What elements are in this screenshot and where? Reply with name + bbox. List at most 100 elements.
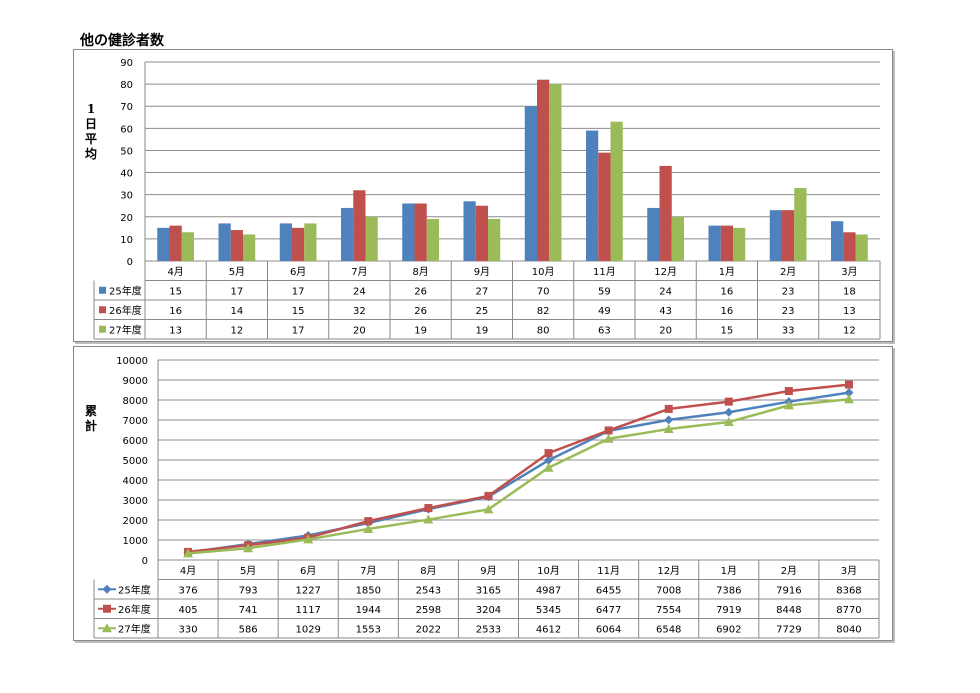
- category-label: 10月: [537, 565, 560, 577]
- line-chart-ylabel: 累計: [84, 404, 97, 433]
- y-tick-label: 80: [120, 80, 133, 91]
- data-table-value: 43: [659, 306, 672, 317]
- series-line: [187, 383, 850, 554]
- data-table-value: 7916: [776, 585, 801, 596]
- data-point: [243, 543, 254, 553]
- category-label: 5月: [229, 266, 245, 278]
- data-point: [484, 491, 493, 500]
- data-table-value: 793: [239, 585, 258, 596]
- legend-marker: [103, 604, 111, 613]
- data-table-value: 8368: [836, 585, 861, 596]
- data-table-value: 24: [659, 286, 672, 297]
- category-label: 6月: [300, 565, 316, 577]
- legend-label: 25年度: [109, 284, 142, 297]
- data-table-value: 14: [231, 306, 244, 317]
- data-table-value: 80: [537, 325, 550, 336]
- data-table-value: 13: [169, 325, 182, 336]
- data-table-value: 3204: [476, 605, 501, 616]
- data-table-value: 330: [178, 624, 197, 635]
- data-table-value: 23: [782, 286, 795, 297]
- data-table-value: 15: [169, 286, 182, 297]
- bar: [169, 225, 182, 261]
- data-table-value: 23: [782, 306, 795, 317]
- data-table-value: 7919: [716, 605, 741, 616]
- category-label: 11月: [597, 565, 620, 577]
- data-table-value: 1117: [295, 605, 320, 616]
- data-table-value: 26: [414, 306, 427, 317]
- data-table-value: 13: [843, 306, 856, 317]
- data-point: [544, 449, 553, 458]
- category-label: 2月: [781, 565, 797, 577]
- data-table-value: 16: [721, 286, 734, 297]
- data-table-value: 1850: [356, 585, 381, 596]
- data-table-value: 4612: [536, 624, 561, 635]
- data-point: [783, 400, 794, 410]
- data-table-value: 17: [292, 325, 305, 336]
- category-label: 10月: [532, 266, 555, 278]
- data-table-value: 8040: [836, 624, 861, 635]
- bar: [659, 165, 672, 261]
- data-point: [664, 415, 674, 425]
- data-table-value: 20: [353, 325, 366, 336]
- y-tick-label: 4000: [123, 476, 148, 487]
- data-table-value: 7554: [656, 605, 681, 616]
- line-chart-panel: [73, 346, 893, 641]
- data-table-value: 18: [843, 286, 856, 297]
- category-label: 12月: [654, 266, 677, 278]
- category-label: 3月: [841, 565, 857, 577]
- data-table-value: 1029: [295, 624, 320, 635]
- data-table-value: 2543: [416, 585, 441, 596]
- bar: [647, 207, 660, 261]
- data-table-value: 7008: [656, 585, 681, 596]
- y-tick-label: 5000: [123, 456, 148, 467]
- category-label: 4月: [180, 565, 196, 577]
- data-table-value: 6455: [596, 585, 621, 596]
- data-table-value: 12: [231, 325, 244, 336]
- data-point: [424, 504, 433, 513]
- data-point: [543, 462, 554, 472]
- legend-marker: [102, 584, 112, 594]
- category-label: 2月: [780, 266, 796, 278]
- data-table-value: 1944: [356, 605, 381, 616]
- bar: [720, 225, 733, 261]
- y-tick-label: 90: [120, 58, 133, 69]
- data-table-value: 2533: [476, 624, 501, 635]
- y-tick-label: 7000: [123, 416, 148, 427]
- bar: [475, 205, 488, 261]
- bar: [855, 234, 868, 261]
- bar: [365, 216, 378, 261]
- data-point: [784, 387, 793, 396]
- bar: [794, 188, 807, 261]
- y-tick-label: 50: [120, 146, 133, 157]
- category-label: 9月: [474, 266, 490, 278]
- bar: [353, 190, 366, 261]
- data-point: [363, 523, 374, 533]
- data-table-value: 26: [414, 286, 427, 297]
- y-tick-label: 0: [142, 556, 148, 567]
- data-table-value: 27: [476, 286, 489, 297]
- legend-label: 27年度: [109, 323, 142, 336]
- data-table-value: 1227: [295, 585, 320, 596]
- data-table-value: 741: [239, 605, 258, 616]
- data-table-value: 20: [659, 325, 672, 336]
- data-point: [544, 455, 554, 465]
- legend-swatch: [99, 286, 106, 294]
- category-label: 8月: [420, 565, 436, 577]
- bar: [414, 203, 427, 261]
- legend-label: 26年度: [118, 603, 151, 616]
- data-table-value: 4987: [536, 585, 561, 596]
- bar: [157, 227, 170, 261]
- data-table-value: 32: [353, 306, 366, 317]
- data-point: [364, 517, 373, 526]
- data-point: [183, 548, 194, 558]
- data-point: [724, 397, 733, 406]
- bar: [831, 221, 844, 261]
- legend-label: 27年度: [118, 622, 151, 635]
- data-point: [423, 514, 434, 524]
- page-title: 他の健診者数: [80, 33, 164, 49]
- data-table-value: 33: [782, 325, 795, 336]
- y-tick-label: 0: [127, 257, 133, 268]
- data-table-value: 19: [476, 325, 489, 336]
- bar: [279, 223, 292, 261]
